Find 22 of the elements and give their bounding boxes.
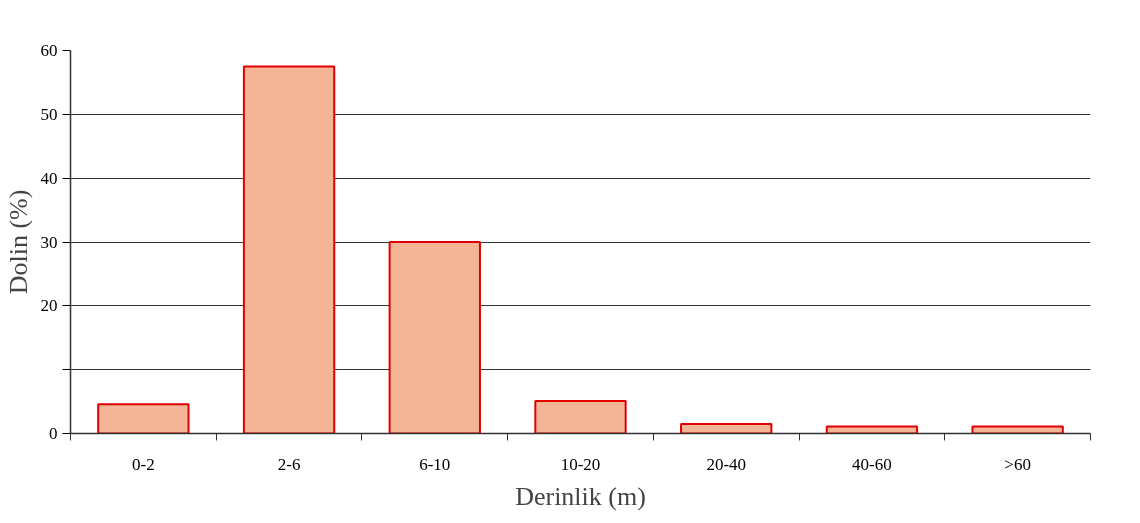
- y-axis-title: Dolin (%): [3, 189, 33, 295]
- bar: [97, 403, 190, 434]
- x-tick-label: 40-60: [852, 454, 892, 474]
- y-tick-label: 30: [40, 232, 58, 252]
- bar: [825, 425, 919, 434]
- x-tick-label: 2-6: [277, 454, 301, 474]
- y-tick-label: 0: [49, 424, 58, 443]
- x-tick-label: >60: [1004, 454, 1031, 474]
- y-tick-label: 50: [40, 104, 58, 124]
- x-tick-label: 20-40: [706, 454, 747, 474]
- x-axis-title: Derinlik (m): [515, 481, 646, 511]
- bar: [242, 65, 336, 434]
- x-tick-label: 6-10: [419, 454, 451, 474]
- bar: [534, 399, 627, 434]
- bar: [971, 425, 1064, 434]
- x-tick-label: 10-20: [560, 454, 601, 474]
- bar: [388, 241, 481, 434]
- bar: [680, 422, 773, 434]
- x-tick-label: 0-2: [132, 454, 155, 474]
- y-tick-label: 60: [40, 41, 58, 60]
- y-tick-label: 40: [40, 168, 58, 188]
- y-tick-label: 20: [40, 296, 58, 316]
